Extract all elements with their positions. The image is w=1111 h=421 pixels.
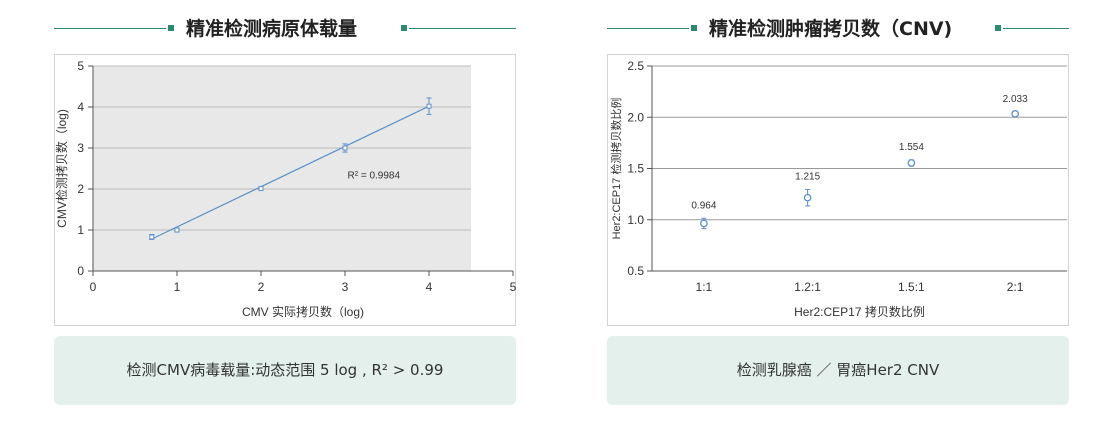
chart-frame: 0 1 2 3 4 5 0 1 2 3 4 5 R² = 0.9984 CMV 实际拷贝数（log) CMV… (54, 54, 517, 326)
panel-pathogen-load: 精准检测病原体载量 0 1 2 3 4 5 0 1 2 3 4 5 R² = 0.9984 CMV 实际拷… (54, 0, 517, 421)
panel-tumor-cnv: 精准检测肿瘤拷贝数（CNV) 0.5 1.0 1.5 2.0 2.5 1:1 1.2:1 1.… (607, 0, 1069, 421)
data-label: 2.033 (1003, 94, 1028, 105)
y-tick-label: 1.0 (627, 213, 644, 227)
her2-cnv-chart: 0.5 1.0 1.5 2.0 2.5 1:1 1.2:1 1.5:1 2:1 0.964 1.21… (609, 59, 1067, 319)
x-tick-label: 1 (174, 280, 181, 294)
data-point (1011, 110, 1019, 118)
data-point (149, 234, 155, 240)
x-tick-label: 1.5:1 (898, 280, 925, 294)
header-rule-right (1003, 28, 1069, 29)
data-point (907, 159, 916, 167)
header-bullet-right (995, 25, 1001, 31)
y-tick-label: 1 (77, 223, 84, 237)
header-bullet-left (691, 25, 697, 31)
panel-title: 精准检测肿瘤拷贝数（CNV) (709, 18, 953, 40)
y-tick-label: 0.5 (627, 264, 644, 278)
data-point (700, 219, 708, 228)
header-rule-left (607, 28, 689, 29)
data-point (803, 193, 812, 202)
x-tick-label: 2 (258, 280, 265, 294)
panel-header: 精准检测病原体载量 (54, 14, 516, 44)
y-axis-title: Her2:CEP17 检测拷贝数比例 (609, 98, 623, 240)
data-point (342, 145, 348, 151)
x-tick-label: 4 (426, 280, 433, 294)
x-axis-title: Her2:CEP17 拷贝数比例 (794, 304, 925, 319)
data-point (426, 103, 432, 109)
plot-area (93, 66, 471, 271)
x-tick-label: 3 (342, 280, 349, 294)
data-label: 1.215 (795, 172, 820, 183)
chart-frame: 0.5 1.0 1.5 2.0 2.5 1:1 1.2:1 1.5:1 2:1 0.964 1.21… (607, 54, 1069, 326)
y-tick-label: 5 (77, 59, 84, 73)
data-point (174, 227, 180, 233)
caption-box: 检测CMV病毒载量:动态范围 5 log , R² > 0.99 (54, 336, 516, 405)
data-label: 0.964 (691, 200, 716, 211)
y-tick-label: 4 (77, 100, 84, 114)
x-tick-label: 5 (510, 280, 517, 294)
x-tick-label: 0 (90, 280, 97, 294)
cmv-linearity-chart: 0 1 2 3 4 5 0 1 2 3 4 5 R² = 0.9984 CMV 实际拷贝数（log) CMV… (55, 59, 517, 319)
header-rule-left (54, 28, 166, 29)
data-point (258, 186, 264, 192)
y-tick-label: 2.0 (627, 110, 644, 124)
header-bullet-right (401, 25, 407, 31)
y-tick-label: 1.5 (627, 162, 644, 176)
caption-box: 检测乳腺癌 ／ 胃癌Her2 CNV (607, 336, 1069, 405)
x-tick-label: 1.2:1 (794, 280, 821, 294)
y-tick-label: 3 (77, 141, 84, 155)
x-tick-label: 2:1 (1007, 280, 1024, 294)
panel-header: 精准检测肿瘤拷贝数（CNV) (607, 14, 1069, 44)
panel-title: 精准检测病原体载量 (186, 18, 358, 40)
x-axis-title: CMV 实际拷贝数（log) (242, 304, 364, 319)
trend-line (151, 105, 430, 240)
r-squared-annotation: R² = 0.9984 (348, 171, 401, 182)
header-rule-right (409, 28, 516, 29)
x-tick-label: 1:1 (696, 280, 713, 294)
caption-text: 检测乳腺癌 ／ 胃癌Her2 CNV (736, 361, 940, 379)
y-tick-label: 2.5 (627, 59, 644, 73)
data-label: 1.554 (899, 142, 924, 153)
caption-text: 检测CMV病毒载量:动态范围 5 log , R² > 0.99 (126, 361, 444, 379)
y-tick-label: 0 (77, 264, 84, 278)
y-axis-title: CMV检测拷贝数（log) (55, 109, 69, 228)
y-tick-label: 2 (77, 182, 84, 196)
header-bullet-left (168, 25, 174, 31)
